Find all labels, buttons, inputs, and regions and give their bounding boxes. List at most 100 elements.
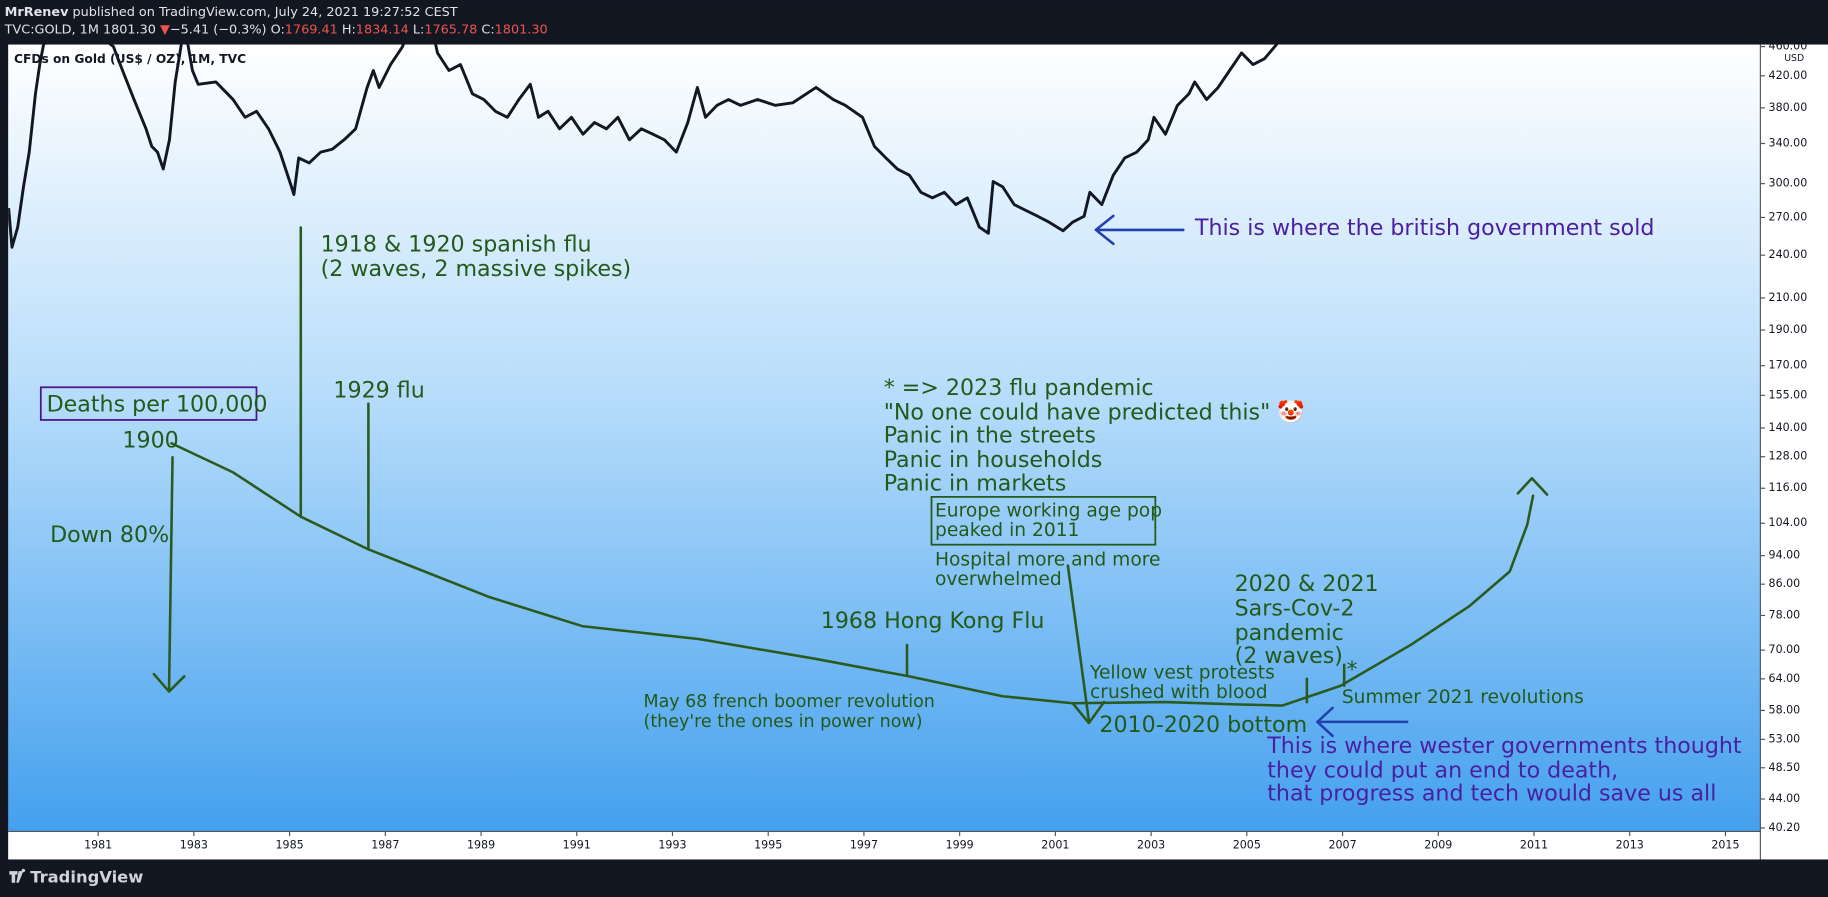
annotation: that progress and tech would save us all [1267,781,1716,807]
y-tick-label: 53.00 [1769,732,1801,745]
x-tick-label: 1981 [84,838,112,851]
annotation: This is where the british government sol… [1194,215,1654,241]
unit-label: USD [1784,53,1804,64]
logo [9,868,26,883]
annotation: Yellow vest protests [1089,662,1275,683]
ohlc-value: 1765.78 [424,22,477,37]
y-tick-label: 210.00 [1769,291,1808,304]
x-tick-label: 2001 [1041,838,1069,851]
x-tick-label: 1997 [850,838,878,851]
brand: TradingView [30,868,143,887]
ohlc-key: L: [413,22,424,37]
ohlc-key: H: [342,22,356,37]
annotation: (they're the ones in power now) [644,712,923,732]
blue-arrow [1316,706,1409,738]
x-tick-label: 2007 [1328,838,1356,851]
marker-lines [299,226,1346,704]
x-tick-label: 1993 [658,838,686,851]
y-tick-label: 300.00 [1769,177,1808,190]
y-tick-label: 116.00 [1769,481,1808,494]
y-tick-label: 155.00 [1769,388,1808,401]
chart-title: CFDs on Gold (US$ / OZ), 1M, TVC [14,52,246,66]
hospital-arrow [1066,564,1106,725]
annotation: Europe working age pop [935,500,1162,521]
annotation: Summer 2021 revolutions [1342,687,1584,708]
annotation: 1968 Hong Kong Flu [821,608,1045,634]
symbol-line: TVC:GOLD, 1M 1801.30 ▼−5.41 (−0.3%) O:17… [4,22,548,37]
annotation: May 68 french boomer revolution [644,692,935,712]
y-tick-label: 270.00 [1769,210,1808,223]
x-tick-label: 2009 [1424,838,1452,851]
header-line: MrRenev published on TradingView.com, Ju… [5,4,458,19]
y-tick-label: 340.00 [1769,137,1808,150]
price-axis [1760,44,1828,860]
price-line [8,44,1279,249]
y-tick-label: 64.00 [1769,672,1801,685]
annotation: 2020 & 2021 [1235,571,1379,597]
y-tick-label: 140.00 [1769,421,1808,434]
y-tick-label: 104.00 [1769,516,1808,529]
x-tick-label: 2003 [1137,838,1165,851]
author: MrRenev [5,4,69,19]
ohlc-value: 1801.30 [495,22,548,37]
ohlc-key: C: [481,22,494,37]
y-tick-label: 70.00 [1769,643,1801,656]
price-layer [8,44,1279,249]
change: −5.41 (−0.3%) [170,22,267,37]
y-tick-label: 58.00 [1769,703,1801,716]
annotation: Panic in the streets [884,423,1096,449]
y-tick-label: 48.50 [1769,761,1801,774]
annotation: 2010-2020 bottom [1099,712,1307,738]
x-tick-label: 1985 [276,838,304,851]
x-tick-label: 2005 [1233,838,1261,851]
deaths-curve [170,441,1535,707]
change-arrow: ▼ [160,22,170,37]
annotation: Deaths per 100,000 [47,391,268,417]
annotation: pandemic [1235,620,1344,646]
annotation: overwhelmed [935,569,1062,590]
annotation: Hospital more and more [935,549,1160,570]
annotation: Panic in households [884,447,1103,473]
annotation: * => 2023 flu pandemic [884,375,1154,401]
y-tick-label: 240.00 [1769,248,1808,261]
annotation: Down 80% [50,522,169,548]
y-tick-label: 460.00 [1769,40,1808,53]
y-tick-label: 420.00 [1769,69,1808,82]
y-tick-label: 86.00 [1769,577,1801,590]
y-tick-label: 94.00 [1769,549,1801,562]
x-tick-label: 2015 [1711,838,1739,851]
label-box [39,386,258,421]
price: 1801.30 [103,22,156,37]
down-arrow [152,455,186,693]
published: published on TradingView.com, July 24, 2… [73,4,458,19]
label-box [930,496,1157,546]
y-tick-label: 44.00 [1769,792,1801,805]
y-tick-label: 40.20 [1769,821,1801,834]
annotation: 1900 [122,427,178,453]
annotation: Panic in markets [884,471,1067,497]
annotation: (2 waves) [1235,643,1343,669]
x-tick-label: 2013 [1616,838,1644,851]
annotation: "No one could have predicted this" 🤡 [884,398,1305,425]
ohlc-value: 1834.14 [356,22,409,37]
ohlc-key: O: [271,22,285,37]
annotation: peaked in 2011 [935,520,1079,541]
annotation: 1918 & 1920 spanish flu [321,232,592,258]
ohlc-value: 1769.41 [285,22,338,37]
arrow-head [1516,476,1549,496]
x-tick-label: 1995 [754,838,782,851]
y-tick-label: 170.00 [1769,359,1808,372]
y-tick-label: 190.00 [1769,323,1808,336]
annotation: This is where wester governments thought [1266,733,1742,759]
x-tick-label: 1983 [180,838,208,851]
annotation: 1929 flu [333,377,424,403]
symbol: TVC:GOLD, 1M [4,22,99,37]
y-tick-label: 380.00 [1769,101,1808,114]
annotation: they could put an end to death, [1267,757,1618,783]
annotation: * [1347,657,1358,683]
x-tick-label: 1999 [946,838,974,851]
x-tick-label: 2011 [1520,838,1548,851]
annotation: Sars-Cov-2 [1235,595,1355,621]
annotation: crushed with blood [1090,682,1268,703]
